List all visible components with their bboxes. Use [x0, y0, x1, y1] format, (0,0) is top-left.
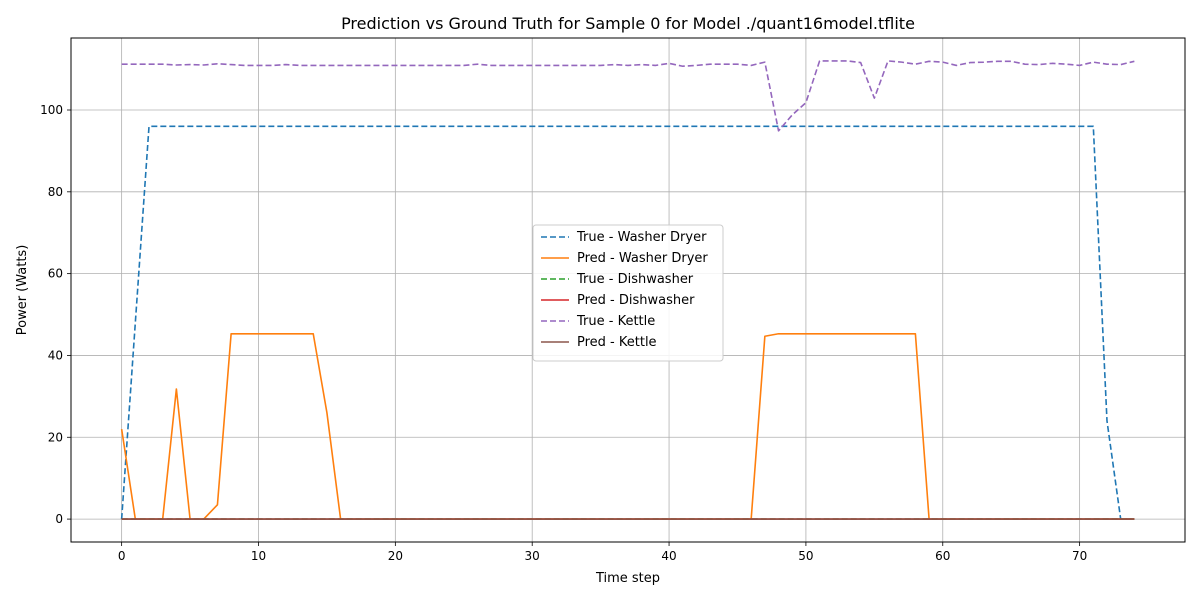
x-tick-label: 60	[935, 549, 950, 563]
legend-box	[532, 224, 724, 362]
y-tick-label: 80	[48, 185, 63, 199]
legend-label: Pred - Dishwasher	[577, 293, 695, 308]
ticks: 0 10 20 30 40 50 60 70 0 20 40 60 80 100	[40, 103, 1087, 563]
legend-label: True - Kettle	[576, 314, 655, 329]
y-tick-label: 100	[40, 103, 63, 117]
plot-frame	[70, 37, 1186, 543]
x-tick-label: 20	[388, 549, 403, 563]
x-axis-label: Time step	[595, 571, 660, 586]
x-tick-label: 0	[118, 549, 126, 563]
legend-label: Pred - Kettle	[577, 335, 657, 350]
legend: True - Washer Dryer Pred - Washer Dryer Tr…	[532, 224, 724, 362]
series-line-true-kettle	[121, 60, 1135, 132]
x-tick-label: 30	[525, 549, 540, 563]
y-tick-label: 20	[48, 430, 63, 444]
legend-label: True - Washer Dryer	[576, 230, 707, 245]
y-tick-label: 40	[48, 348, 63, 362]
y-axis-label: Power (Watts)	[15, 245, 30, 336]
series-layer	[120, 60, 1135, 520]
chart-title: Prediction vs Ground Truth for Sample 0 …	[341, 14, 915, 33]
series-line-pred-washer-dryer	[120, 332, 1135, 520]
legend-label: True - Dishwasher	[576, 272, 694, 287]
x-tick-label: 10	[251, 549, 266, 563]
x-tick-label: 40	[661, 549, 676, 563]
y-tick-label: 0	[55, 512, 63, 526]
series-line-true-washer-dryer	[120, 125, 1135, 520]
y-tick-label: 60	[48, 267, 63, 281]
grid	[71, 38, 1185, 542]
x-tick-label: 50	[798, 549, 813, 563]
legend-label: Pred - Washer Dryer	[577, 251, 708, 266]
x-tick-label: 70	[1072, 549, 1087, 563]
